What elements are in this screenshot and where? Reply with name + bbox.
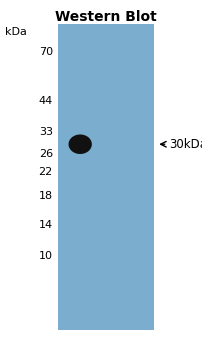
Text: 22: 22	[38, 167, 53, 177]
Text: 44: 44	[38, 96, 53, 106]
Text: 70: 70	[38, 47, 53, 57]
Ellipse shape	[68, 134, 91, 154]
Text: Western Blot: Western Blot	[54, 10, 156, 24]
Bar	[58, 24, 154, 330]
Text: 14: 14	[38, 220, 53, 230]
Text: kDa: kDa	[5, 27, 27, 37]
Text: 26: 26	[38, 149, 53, 159]
Text: 30kDa: 30kDa	[169, 138, 202, 151]
Text: 10: 10	[39, 251, 53, 261]
Text: 18: 18	[38, 191, 53, 201]
Text: 33: 33	[39, 127, 53, 137]
